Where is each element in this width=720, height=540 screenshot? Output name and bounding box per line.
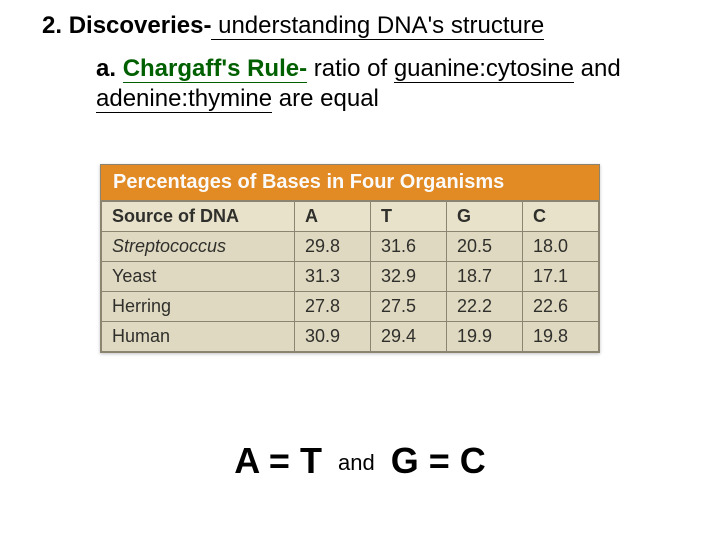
table-row: Human 30.9 29.4 19.9 19.8 <box>102 322 599 352</box>
table-row: Herring 27.8 27.5 22.2 22.6 <box>102 292 599 322</box>
subsection-heading: a. Chargaff's Rule- ratio of guanine:cyt… <box>96 54 656 114</box>
col-c: C <box>523 202 599 232</box>
col-a: A <box>295 202 371 232</box>
cell-source: Yeast <box>102 262 295 292</box>
table-body: Streptococcus 29.8 31.6 20.5 18.0 Yeast … <box>102 232 599 352</box>
cell-a: 27.8 <box>295 292 371 322</box>
cell-t: 31.6 <box>371 232 447 262</box>
cell-t: 32.9 <box>371 262 447 292</box>
cell-c: 22.6 <box>523 292 599 322</box>
section-title-bold: Discoveries- <box>69 12 212 39</box>
section-title-wrap: Discoveries- understanding DNA's structu… <box>69 12 545 40</box>
cell-a: 30.9 <box>295 322 371 352</box>
subsection-text-2: and <box>581 55 621 82</box>
guanine-cytosine-label: guanine:cytosine <box>394 55 574 83</box>
equation-gc: G = C <box>391 440 486 481</box>
col-g: G <box>447 202 523 232</box>
cell-g: 18.7 <box>447 262 523 292</box>
subsection-rule-wrap: Chargaff's Rule- ratio of guanine:cytosi… <box>123 55 581 83</box>
cell-c: 17.1 <box>523 262 599 292</box>
cell-a: 31.3 <box>295 262 371 292</box>
cell-a: 29.8 <box>295 232 371 262</box>
bases-table: Source of DNA A T G C Streptococcus 29.8… <box>101 201 599 352</box>
cell-g: 20.5 <box>447 232 523 262</box>
section-heading: 2. Discoveries- understanding DNA's stru… <box>42 12 544 40</box>
bases-table-container: Percentages of Bases in Four Organisms S… <box>100 164 600 353</box>
cell-c: 18.0 <box>523 232 599 262</box>
cell-source: Herring <box>102 292 295 322</box>
subsection-text-1: ratio of <box>307 55 394 82</box>
section-title-rest: understanding DNA's structure <box>211 12 544 40</box>
cell-c: 19.8 <box>523 322 599 352</box>
cell-t: 29.4 <box>371 322 447 352</box>
equation-at: A = T <box>234 440 322 481</box>
subsection-text-3: are equal <box>272 85 379 112</box>
col-t: T <box>371 202 447 232</box>
cell-g: 22.2 <box>447 292 523 322</box>
table-title: Percentages of Bases in Four Organisms <box>101 165 599 201</box>
table-row: Streptococcus 29.8 31.6 20.5 18.0 <box>102 232 599 262</box>
subsection-letter: a. <box>96 55 116 82</box>
adenine-thymine-label: adenine:thymine <box>96 85 272 113</box>
table-row: Yeast 31.3 32.9 18.7 17.1 <box>102 262 599 292</box>
chargaff-rule-label: Chargaff's Rule- <box>123 55 307 83</box>
equation-line: A = T and G = C <box>0 440 720 482</box>
cell-g: 19.9 <box>447 322 523 352</box>
cell-source: Human <box>102 322 295 352</box>
equation-connector: and <box>332 450 381 475</box>
section-number: 2. <box>42 12 62 39</box>
col-source: Source of DNA <box>102 202 295 232</box>
table-header-row: Source of DNA A T G C <box>102 202 599 232</box>
cell-t: 27.5 <box>371 292 447 322</box>
cell-source: Streptococcus <box>102 232 295 262</box>
